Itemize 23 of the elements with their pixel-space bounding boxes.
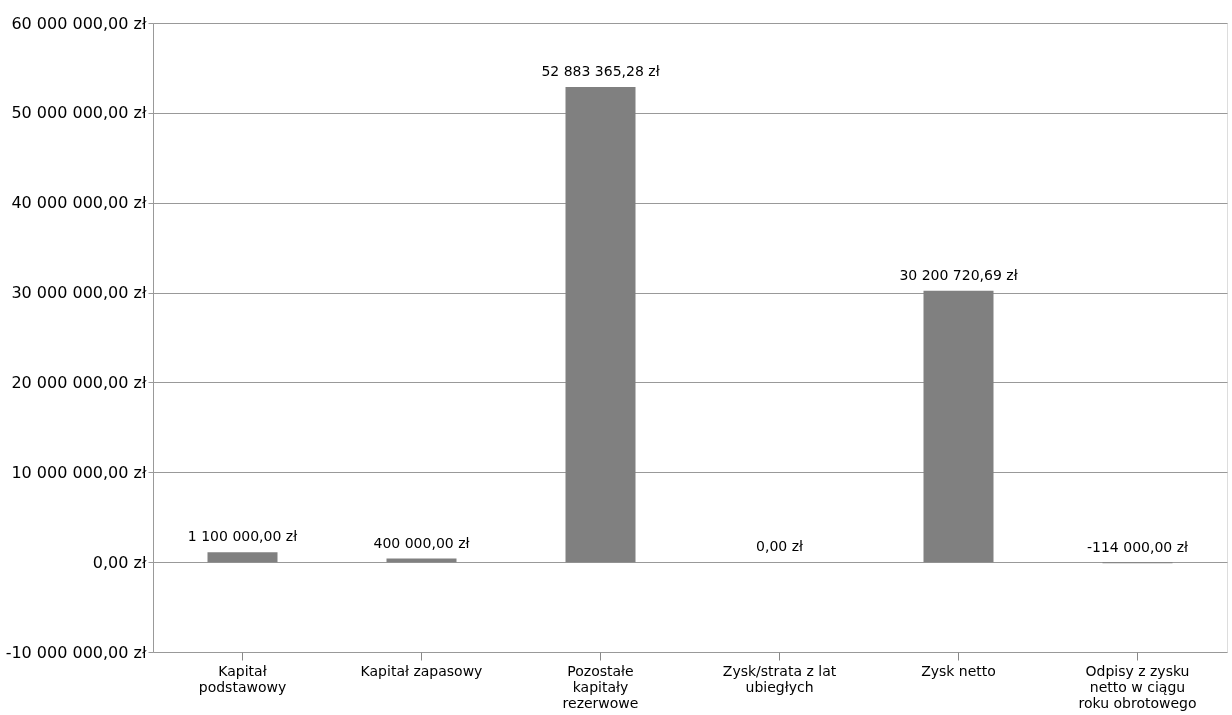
x-tick-label: Pozostałe kapitały rezerwowe xyxy=(562,662,639,711)
y-tick-label: 60 000 000,00 zł xyxy=(11,13,147,33)
x-tick-label: Zysk/strata z lat ubiegłych xyxy=(722,662,837,695)
y-tick-label: 50 000 000,00 zł xyxy=(11,103,147,123)
y-tick-label: -10 000 000,00 zł xyxy=(5,642,147,662)
data-label: 1 100 000,00 zł xyxy=(187,528,298,545)
x-tick-label: Kapitał zapasowy xyxy=(360,662,483,679)
bar xyxy=(207,552,278,563)
data-label: 400 000,00 zł xyxy=(373,534,470,551)
bar xyxy=(565,86,636,563)
x-tick-label: Odpisy z zysku netto w ciągu roku obrotowego xyxy=(1078,662,1197,711)
data-label: 52 883 365,28 zł xyxy=(541,62,660,79)
y-tick-label: 0,00 zł xyxy=(92,552,147,572)
bar xyxy=(923,290,994,563)
data-label: -114 000,00 zł xyxy=(1087,539,1189,556)
y-tick-label: 10 000 000,00 zł xyxy=(11,462,147,482)
y-tick-label: 20 000 000,00 zł xyxy=(11,372,147,392)
y-tick-label: 40 000 000,00 zł xyxy=(11,193,147,213)
x-tick-label: Zysk netto xyxy=(921,662,996,679)
data-label: 0,00 zł xyxy=(756,538,803,555)
data-label: 30 200 720,69 zł xyxy=(899,266,1018,283)
y-tick-label: 30 000 000,00 zł xyxy=(11,283,147,303)
x-tick-label: Kapitał podstawowy xyxy=(198,662,287,695)
